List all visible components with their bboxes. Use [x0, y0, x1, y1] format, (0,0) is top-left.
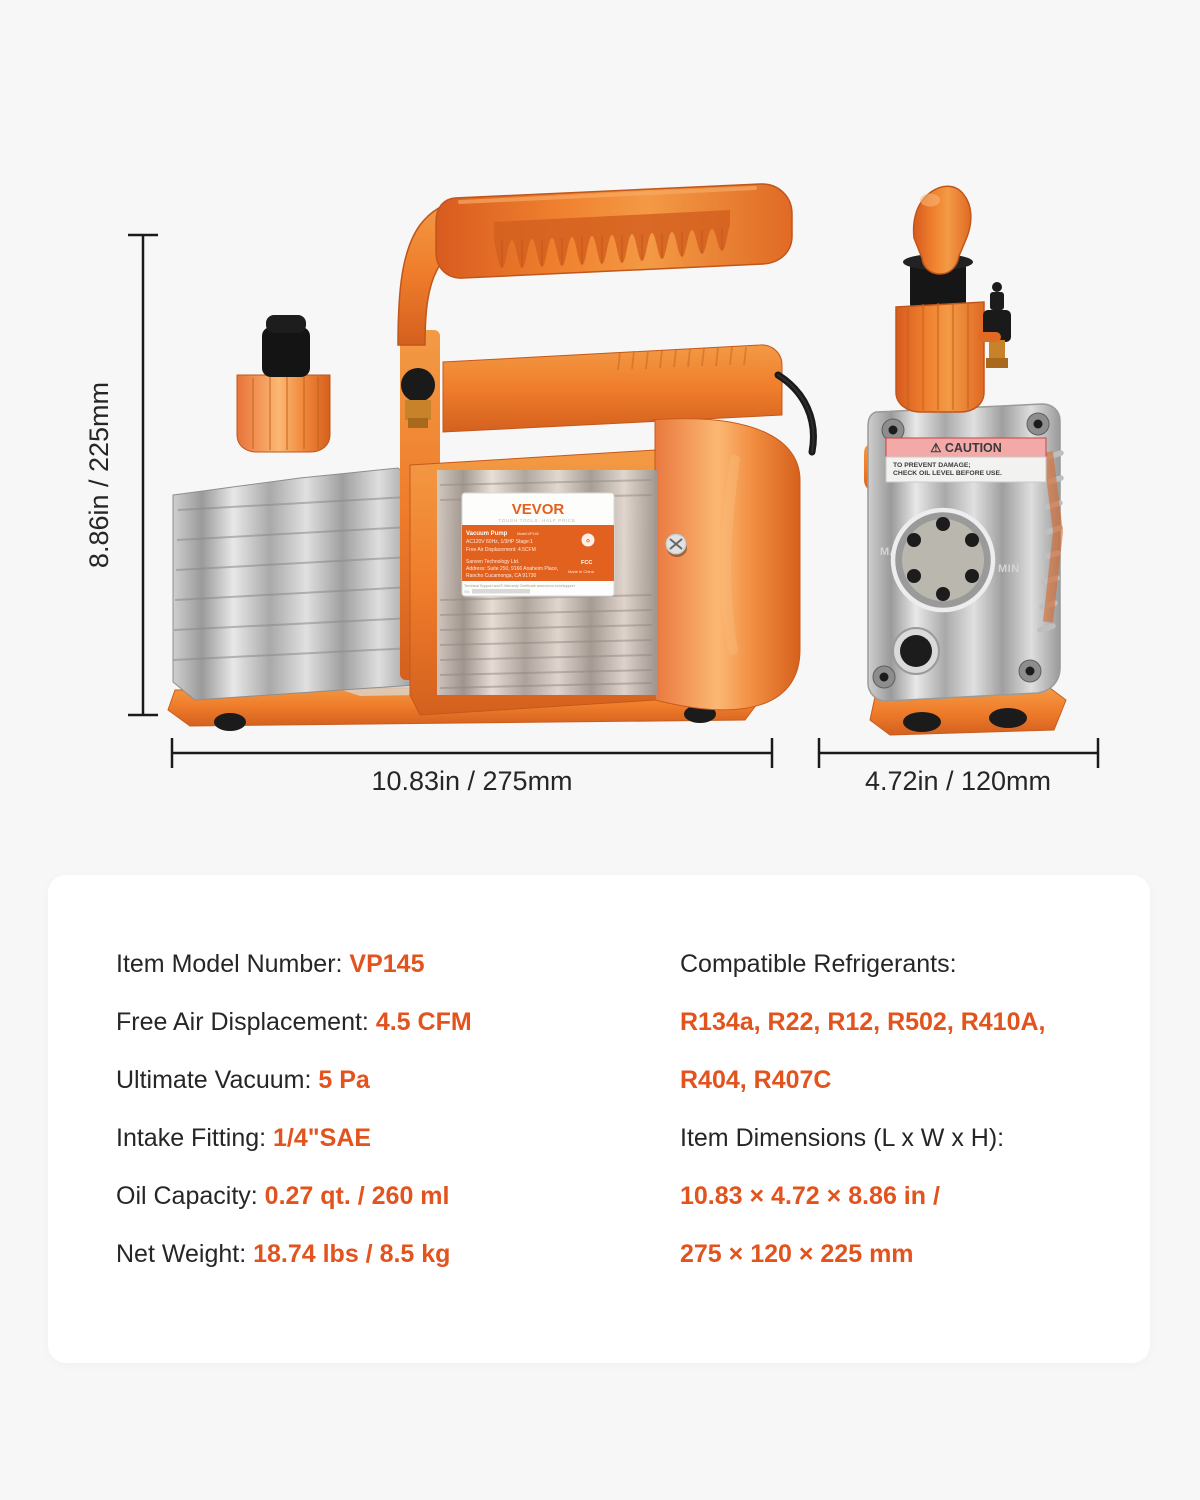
svg-text:CHECK OIL LEVEL BEFORE USE.: CHECK OIL LEVEL BEFORE USE. — [893, 470, 1002, 477]
svg-text:Free Air Displacement: 4.5CFM: Free Air Displacement: 4.5CFM — [466, 547, 536, 553]
svg-text:TOUGH TOOLS. HALF PRICE.: TOUGH TOOLS. HALF PRICE. — [498, 518, 577, 523]
svg-text:Address: Suite 250, 9166 Anahe: Address: Suite 250, 9166 Anaheim Place, — [466, 566, 558, 572]
svg-text:FCC: FCC — [581, 560, 592, 566]
svg-text:⚠ CAUTION: ⚠ CAUTION — [930, 441, 1002, 455]
svg-text:10.83in / 275mm: 10.83in / 275mm — [371, 766, 572, 796]
svg-text:4.72in / 120mm: 4.72in / 120mm — [865, 766, 1051, 796]
svg-text:8.86in / 225mm: 8.86in / 225mm — [84, 382, 114, 568]
svg-text:VEVOR: VEVOR — [512, 501, 565, 518]
svg-text:MIN: MIN — [998, 563, 1020, 575]
svg-text:Technical Support and E-Warran: Technical Support and E-Warranty Certifi… — [464, 584, 575, 588]
svg-text:TO PREVENT DAMAGE;: TO PREVENT DAMAGE; — [893, 462, 971, 469]
svg-text:SN:: SN: — [464, 590, 470, 594]
svg-text:Made in China: Made in China — [568, 569, 595, 574]
svg-text:Model:VP145: Model:VP145 — [517, 532, 539, 536]
svg-text:AC120V 60Hz, 1/3HP Stage:1: AC120V 60Hz, 1/3HP Stage:1 — [466, 539, 533, 545]
svg-text:Sanven Technology Ltd.: Sanven Technology Ltd. — [466, 559, 519, 565]
svg-text:♻: ♻ — [586, 539, 591, 545]
svg-text:Vacuum Pump: Vacuum Pump — [466, 531, 508, 537]
svg-text:Rancho Cucamonga, CA 91730: Rancho Cucamonga, CA 91730 — [466, 573, 537, 579]
